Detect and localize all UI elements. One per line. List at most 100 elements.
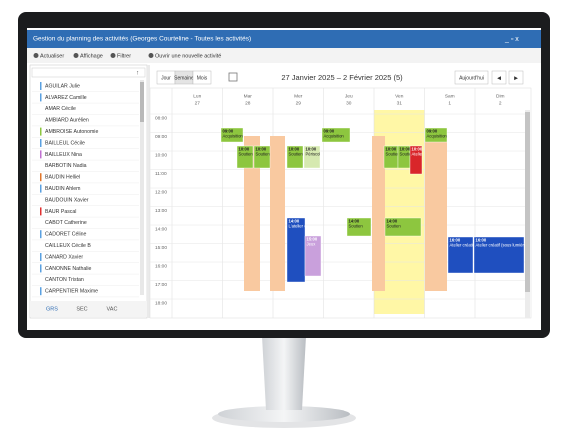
hour-label: 16:00 [155, 263, 167, 269]
event-label: Jeux [307, 242, 317, 247]
tab[interactable]: VAC [107, 306, 118, 312]
event-label: Atelier création numérique [450, 243, 500, 248]
toolbar [27, 48, 541, 63]
grid-scroll-thumb[interactable] [525, 112, 530, 292]
event-label: Périscolaire [306, 152, 329, 157]
event-label: L'atelier citoyen [289, 224, 319, 229]
day-name: Jeu [345, 93, 353, 99]
event[interactable] [447, 236, 474, 274]
day-number: 1 [448, 100, 451, 106]
calendar-icon[interactable] [228, 72, 238, 82]
people-search[interactable] [31, 67, 146, 78]
event-time: 09:00 [324, 129, 335, 134]
event-label: Soutien [386, 152, 401, 157]
person-name[interactable]: BAILLEUX Nina [45, 152, 82, 158]
tab[interactable]: SEC [76, 306, 87, 312]
person-name[interactable]: CAILLEUX Cécile B [45, 243, 91, 249]
person-marker [40, 127, 42, 136]
event-label: Soutien [289, 152, 304, 157]
event[interactable] [286, 145, 304, 169]
person-name[interactable]: BARBOTIN Nadia [45, 163, 87, 169]
person-marker [40, 139, 42, 147]
person-name[interactable]: CADORET Céline [45, 232, 87, 238]
hour-label: 18:00 [155, 300, 167, 306]
sort-arrow: ↑ [136, 71, 139, 77]
event-time: 16:00 [450, 238, 461, 243]
event-label: Acquisition [324, 134, 345, 139]
person-name[interactable]: BAUDIN Ahlem [45, 186, 80, 192]
toolbar-button[interactable]: Affichage [80, 53, 103, 59]
toolbar-button[interactable]: Ouvrir une nouvelle activité [155, 53, 221, 59]
toolbar-button[interactable]: Filtrer [117, 53, 131, 59]
hour-label: 13:00 [155, 208, 167, 214]
day-number: 2 [499, 100, 502, 106]
hour-label: 17:00 [155, 282, 167, 288]
event[interactable] [424, 127, 448, 143]
view-label[interactable]: Jour [161, 75, 171, 81]
person-name[interactable]: BAUDOUIN Xavier [45, 197, 89, 203]
hour-label: 10:00 [155, 152, 167, 158]
event-time: 09:00 [427, 129, 438, 134]
nav-arrow[interactable]: ◀ [497, 75, 501, 81]
person-name[interactable]: BAUR Pascal [45, 209, 76, 215]
stand-neck [262, 336, 306, 410]
person-name[interactable]: AMBROISE Autonomie [45, 129, 98, 135]
view-button[interactable] [192, 70, 212, 85]
hour-label: 11:00 [155, 171, 167, 177]
nav-button[interactable] [508, 70, 524, 85]
today-button[interactable] [454, 70, 489, 85]
person-marker [40, 253, 42, 261]
event-time: 10:00 [306, 147, 317, 152]
event-label: Soutien [239, 152, 254, 157]
people-scroll-thumb[interactable] [140, 82, 144, 122]
person-name[interactable]: BAUDIN Helliel [45, 175, 80, 181]
event-label: Soutien [387, 224, 402, 229]
event[interactable] [346, 217, 372, 237]
stand-base-top [218, 406, 350, 422]
event[interactable] [473, 236, 525, 274]
event-time: 10:00 [412, 147, 423, 152]
event[interactable] [303, 145, 321, 169]
person-name[interactable]: CANARD Xavier [45, 254, 83, 260]
person-name[interactable]: CARPENTIER Maxime [45, 289, 98, 295]
event[interactable] [321, 127, 351, 143]
person-name[interactable]: AGUILAR Julie [45, 83, 80, 89]
day-number: 31 [397, 100, 403, 106]
toolbar-button[interactable]: Actualiser [40, 53, 64, 59]
person-name[interactable]: ALVAREZ Camille [45, 95, 87, 101]
event-time: 14:00 [387, 219, 398, 224]
person-name[interactable]: CANONNE Nathalie [45, 266, 92, 272]
event-label: Soutien [256, 152, 271, 157]
day-number: 27 [195, 100, 201, 106]
person-name[interactable]: BAILLEUL Cécile [45, 140, 85, 146]
event-time: 14:00 [289, 219, 300, 224]
day-name: Ven [395, 93, 404, 99]
view-label[interactable]: Semaine [174, 75, 194, 81]
event[interactable] [304, 235, 322, 277]
event-time: 10:00 [239, 147, 250, 152]
event-label: Acquisition [427, 134, 448, 139]
person-name[interactable]: AMBIARD Aurélien [45, 118, 89, 124]
today-label[interactable]: Aujourd'hui [459, 75, 484, 81]
day-name: Dim [496, 93, 505, 99]
person-name[interactable]: AMAR Cécile [45, 106, 76, 112]
event[interactable] [236, 145, 254, 169]
person-name[interactable]: CANTON Tristan [45, 277, 84, 283]
event[interactable] [409, 145, 423, 175]
person-marker [40, 82, 42, 90]
event[interactable] [384, 217, 422, 237]
nav-arrow[interactable]: ▶ [514, 75, 518, 81]
event-label: Soutien [400, 152, 415, 157]
tab[interactable]: GRS [46, 306, 58, 312]
view-label[interactable]: Mois [197, 75, 208, 81]
person-name[interactable]: CABOT Catherine [45, 220, 87, 226]
event-label: Acquisition [223, 134, 244, 139]
event[interactable] [220, 127, 244, 143]
all-day-bar [244, 136, 260, 291]
nav-button[interactable] [491, 70, 507, 85]
hour-label: 08:00 [155, 115, 167, 121]
window-controls[interactable]: _ ▫ x [504, 36, 519, 43]
person-marker [40, 173, 42, 182]
event[interactable] [253, 145, 271, 169]
